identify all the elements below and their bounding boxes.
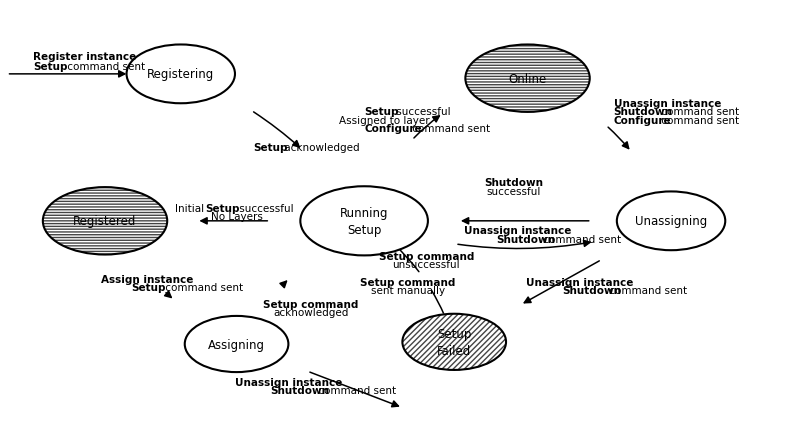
Text: Setup command: Setup command [360,278,456,288]
Circle shape [126,46,235,104]
Text: command sent: command sent [606,285,687,295]
Text: Unassign instance: Unassign instance [234,377,342,387]
Text: Assigning: Assigning [208,338,265,351]
Circle shape [402,314,506,370]
Text: Unassign instance: Unassign instance [614,99,721,109]
Text: command sent: command sent [64,62,146,72]
Text: Registered: Registered [74,215,137,228]
Text: Unassign instance: Unassign instance [464,226,572,236]
Text: Registering: Registering [147,68,214,81]
Text: Setup: Setup [254,143,288,153]
Text: successful: successful [487,186,541,196]
Text: Shutdown: Shutdown [497,234,555,244]
Text: Shutdown: Shutdown [485,178,543,188]
Circle shape [466,46,590,113]
Text: command sent: command sent [314,385,396,395]
Text: Assign instance: Assign instance [101,275,194,285]
Text: No Layers: No Layers [210,212,262,222]
Text: command sent: command sent [162,283,242,293]
Text: Unassign instance: Unassign instance [526,277,634,287]
Text: Running
Setup: Running Setup [340,206,388,236]
Circle shape [617,192,726,251]
Text: acknowledged: acknowledged [273,307,348,317]
Text: Shutdown: Shutdown [614,107,673,117]
Text: Setup: Setup [131,283,166,293]
Text: unsuccessful: unsuccessful [393,260,460,270]
Text: Configure: Configure [614,115,671,125]
Text: Setup command: Setup command [263,299,358,309]
Circle shape [300,187,428,256]
Text: Shutdown: Shutdown [270,385,329,395]
Text: command sent: command sent [658,107,739,117]
Text: acknowledged: acknowledged [282,143,360,153]
Text: Setup
Failed: Setup Failed [437,327,471,357]
Text: successful: successful [236,204,294,214]
Text: command sent: command sent [409,124,490,134]
Text: Setup: Setup [364,107,398,117]
Text: command sent: command sent [658,115,739,125]
Text: Initial: Initial [175,204,207,214]
Text: Shutdown: Shutdown [562,285,621,295]
Text: Register instance: Register instance [34,52,137,62]
Text: Setup: Setup [206,204,240,214]
Text: Setup: Setup [34,62,68,72]
Text: Online: Online [509,72,546,85]
Circle shape [185,316,288,372]
Text: successful: successful [393,107,450,117]
Text: Setup command: Setup command [378,252,474,262]
Text: Assigned to layer: Assigned to layer [338,115,430,125]
Text: command sent: command sent [540,234,622,244]
Text: Configure: Configure [364,124,422,134]
Circle shape [43,187,167,255]
Text: Unassigning: Unassigning [635,215,707,228]
Text: sent manually: sent manually [371,286,445,296]
